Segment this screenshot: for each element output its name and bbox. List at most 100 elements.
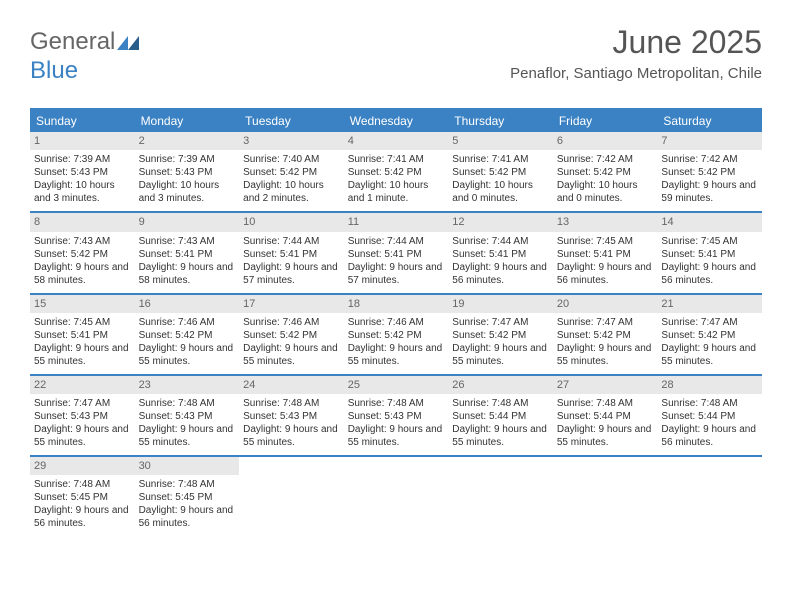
sunrise-line: Sunrise: 7:48 AM [243,397,340,410]
sunrise-line: Sunrise: 7:47 AM [557,316,654,329]
daylight-line: Daylight: 9 hours and 57 minutes. [243,261,340,287]
calendar-cell [344,457,449,536]
calendar-header-row: SundayMondayTuesdayWednesdayThursdayFrid… [30,110,762,132]
day-number: 14 [657,213,762,231]
daylight-line: Daylight: 9 hours and 56 minutes. [139,504,236,530]
daylight-line: Daylight: 9 hours and 55 minutes. [557,342,654,368]
calendar-cell: 18 Sunrise: 7:46 AMSunset: 5:42 PMDayligh… [344,295,449,374]
day-number: 18 [344,295,449,313]
sunset-line: Sunset: 5:42 PM [243,329,340,342]
calendar-cell: 13Sunrise: 7:45 AMSunset: 5:41 PMDayligh… [553,213,658,292]
daylight-line: Daylight: 9 hours and 58 minutes. [34,261,131,287]
sunset-line: Sunset: 5:44 PM [557,410,654,423]
sunset-line: Sunset: 5:41 PM [557,248,654,261]
calendar-cell: 24Sunrise: 7:48 AMSunset: 5:43 PMDayligh… [239,376,344,455]
sunset-line: Sunset: 5:41 PM [243,248,340,261]
calendar-cell: 23Sunrise: 7:48 AMSunset: 5:43 PMDayligh… [135,376,240,455]
sunset-line: Sunset: 5:42 PM [34,248,131,261]
sunset-line: Sunset: 5:42 PM [661,329,758,342]
sunrise-line: Sunrise: 7:44 AM [348,235,445,248]
day-header-cell: Saturday [657,110,762,132]
sunrise-line: Sunrise: 7:39 AM [34,153,131,166]
daylight-line: Daylight: 9 hours and 55 minutes. [139,423,236,449]
sunrise-line: Sunrise: 7:42 AM [557,153,654,166]
calendar-week: 29Sunrise: 7:48 AMSunset: 5:45 PMDayligh… [30,457,762,536]
day-number: 10 [239,213,344,231]
sunrise-line: Sunrise: 7:44 AM [243,235,340,248]
calendar-cell [239,457,344,536]
day-number: 11 [344,213,449,231]
calendar-cell: 7Sunrise: 7:42 AMSunset: 5:42 PMDaylight… [657,132,762,211]
daylight-line: Daylight: 9 hours and 55 minutes. [139,342,236,368]
calendar-cell: 17Sunrise: 7:46 AMSunset: 5:42 PMDayligh… [239,295,344,374]
day-number: 12 [448,213,553,231]
calendar-cell: 19Sunrise: 7:47 AMSunset: 5:42 PMDayligh… [448,295,553,374]
sunset-line: Sunset: 5:41 PM [452,248,549,261]
sunrise-line: Sunrise: 7:47 AM [661,316,758,329]
daylight-line: Daylight: 10 hours and 1 minute. [348,179,445,205]
calendar-cell: 16Sunrise: 7:46 AMSunset: 5:42 PMDayligh… [135,295,240,374]
calendar-week: 15Sunrise: 7:45 AMSunset: 5:41 PMDayligh… [30,295,762,376]
sunrise-line: Sunrise: 7:46 AM [139,316,236,329]
calendar-cell: 4Sunrise: 7:41 AMSunset: 5:42 PMDaylight… [344,132,449,211]
calendar-cell: 11 Sunrise: 7:44 AMSunset: 5:41 PMDayligh… [344,213,449,292]
day-number: 25 [344,376,449,394]
day-number: 1 [30,132,135,150]
day-number: 20 [553,295,658,313]
calendar-cell: 5Sunrise: 7:41 AMSunset: 5:42 PMDaylight… [448,132,553,211]
sunrise-line: Sunrise: 7:45 AM [34,316,131,329]
day-number: 26 [448,376,553,394]
day-number: 27 [553,376,658,394]
sunrise-line: Sunrise: 7:42 AM [661,153,758,166]
calendar-cell: 8Sunrise: 7:43 AMSunset: 5:42 PMDaylight… [30,213,135,292]
sunset-line: Sunset: 5:45 PM [139,491,236,504]
daylight-line: Daylight: 9 hours and 56 minutes. [661,423,758,449]
sunrise-line: Sunrise: 7:43 AM [34,235,131,248]
calendar-cell: 27Sunrise: 7:48 AMSunset: 5:44 PMDayligh… [553,376,658,455]
calendar-cell: 29Sunrise: 7:48 AMSunset: 5:45 PMDayligh… [30,457,135,536]
sunset-line: Sunset: 5:42 PM [348,329,445,342]
daylight-line: Daylight: 9 hours and 55 minutes. [348,423,445,449]
calendar-cell [448,457,553,536]
header: June 2025 Penaflor, Santiago Metropolita… [510,24,762,82]
day-number: 9 [135,213,240,231]
calendar-cell: 10 Sunrise: 7:44 AMSunset: 5:41 PMDayligh… [239,213,344,292]
sunset-line: Sunset: 5:41 PM [661,248,758,261]
sunset-line: Sunset: 5:43 PM [243,410,340,423]
day-header-cell: Tuesday [239,110,344,132]
day-number: 4 [344,132,449,150]
sunset-line: Sunset: 5:43 PM [139,410,236,423]
sunrise-line: Sunrise: 7:47 AM [452,316,549,329]
daylight-line: Daylight: 10 hours and 2 minutes. [243,179,340,205]
daylight-line: Daylight: 9 hours and 55 minutes. [348,342,445,368]
day-number: 23 [135,376,240,394]
day-header-cell: Sunday [30,110,135,132]
daylight-line: Daylight: 9 hours and 56 minutes. [661,261,758,287]
calendar-week: 8Sunrise: 7:43 AMSunset: 5:42 PMDaylight… [30,213,762,294]
sunset-line: Sunset: 5:44 PM [452,410,549,423]
sunset-line: Sunset: 5:42 PM [452,329,549,342]
day-number: 30 [135,457,240,475]
daylight-line: Daylight: 9 hours and 57 minutes. [348,261,445,287]
sunset-line: Sunset: 5:41 PM [348,248,445,261]
sunrise-line: Sunrise: 7:41 AM [452,153,549,166]
calendar-cell: 22Sunrise: 7:47 AMSunset: 5:43 PMDayligh… [30,376,135,455]
sunrise-line: Sunrise: 7:40 AM [243,153,340,166]
daylight-line: Daylight: 9 hours and 56 minutes. [452,261,549,287]
daylight-line: Daylight: 9 hours and 59 minutes. [661,179,758,205]
daylight-line: Daylight: 9 hours and 55 minutes. [243,342,340,368]
day-header-cell: Friday [553,110,658,132]
calendar-cell [553,457,658,536]
daylight-line: Daylight: 10 hours and 3 minutes. [139,179,236,205]
sunrise-line: Sunrise: 7:41 AM [348,153,445,166]
day-header-cell: Monday [135,110,240,132]
sunrise-line: Sunrise: 7:48 AM [452,397,549,410]
sunrise-line: Sunrise: 7:46 AM [348,316,445,329]
sunset-line: Sunset: 5:42 PM [557,166,654,179]
calendar-week: 1Sunrise: 7:39 AMSunset: 5:43 PMDaylight… [30,132,762,213]
logo-mark-icon [117,29,139,57]
sunrise-line: Sunrise: 7:48 AM [139,478,236,491]
daylight-line: Daylight: 9 hours and 55 minutes. [661,342,758,368]
daylight-line: Daylight: 9 hours and 56 minutes. [34,504,131,530]
day-number: 15 [30,295,135,313]
